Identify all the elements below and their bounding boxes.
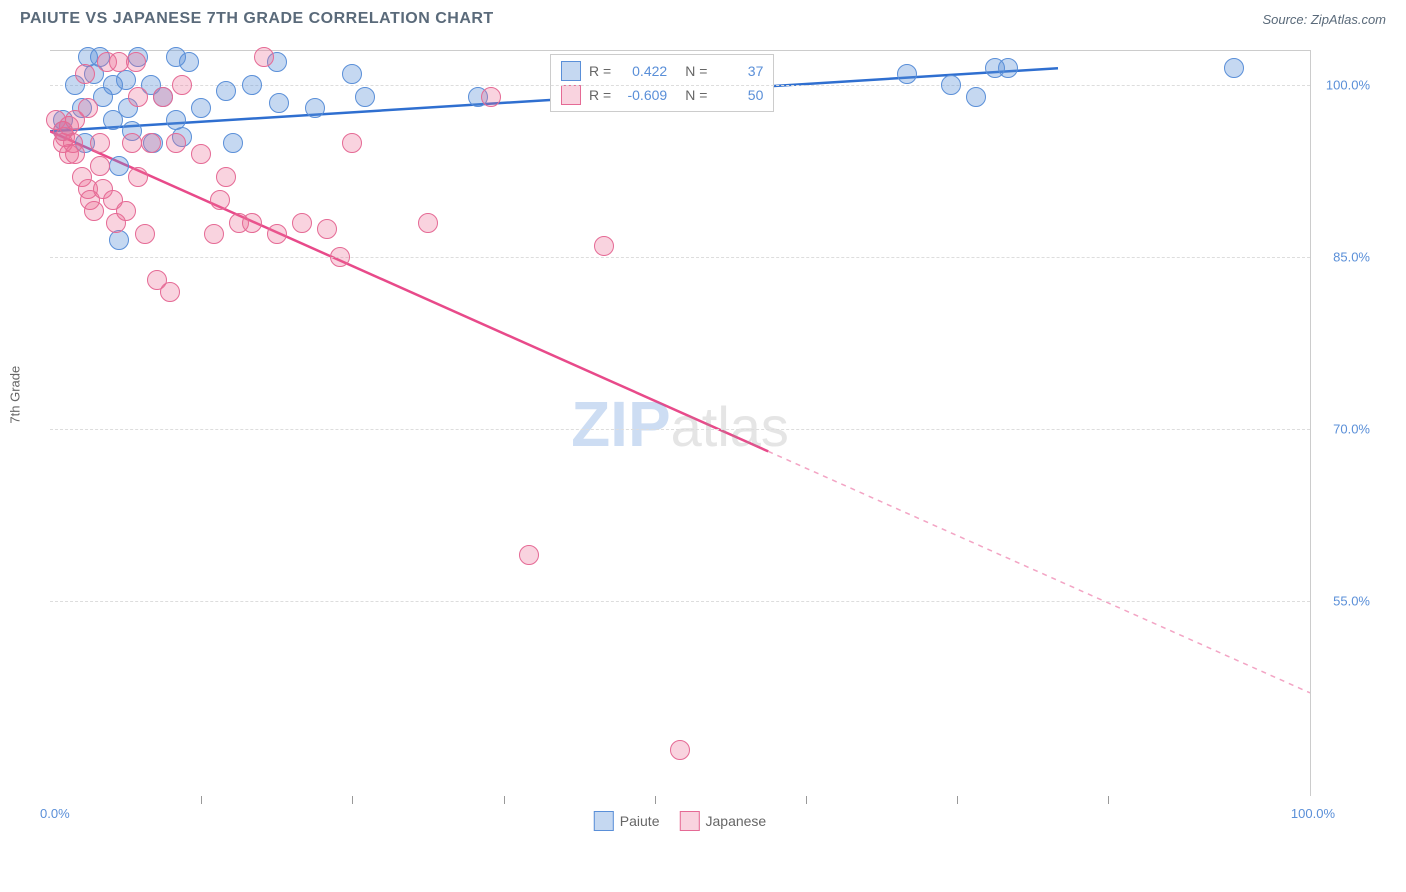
legend-swatch [561, 85, 581, 105]
data-point [166, 133, 186, 153]
data-point [90, 133, 110, 153]
data-point [342, 64, 362, 84]
chart-container: 7th Grade ZIPatlas R =0.422N =37R =-0.60… [50, 50, 1380, 840]
legend-series: Japanese [679, 811, 766, 831]
data-point [941, 75, 961, 95]
legend-r-label: R = [589, 63, 611, 79]
data-point [223, 133, 243, 153]
data-point [292, 213, 312, 233]
gridline [50, 601, 1310, 602]
legend-r-label: R = [589, 87, 611, 103]
data-point [109, 156, 129, 176]
data-point [269, 93, 289, 113]
data-point [116, 70, 136, 90]
trend-lines [50, 51, 1310, 796]
data-point [122, 133, 142, 153]
data-point [191, 98, 211, 118]
data-point [1224, 58, 1244, 78]
data-point [216, 167, 236, 187]
data-point [160, 282, 180, 302]
gridline [50, 429, 1310, 430]
data-point [78, 98, 98, 118]
correlation-legend: R = 0.422 N = 37 R = -0.609 N = 50 [550, 54, 774, 112]
data-point [65, 144, 85, 164]
data-point [179, 52, 199, 72]
data-point [242, 75, 262, 95]
data-point [897, 64, 917, 84]
data-point [172, 75, 192, 95]
data-point [116, 201, 136, 221]
data-point [342, 133, 362, 153]
plot-area: ZIPatlas R =0.422N =37R =-0.609N =50 0.0… [50, 50, 1311, 796]
data-point [204, 224, 224, 244]
legend-swatch [679, 811, 699, 831]
gridline [50, 257, 1310, 258]
data-point [594, 236, 614, 256]
x-tick [655, 796, 656, 804]
series-legend: Paiute Japanese [594, 811, 766, 831]
data-point [670, 740, 690, 760]
chart-header: PAIUTE VS JAPANESE 7TH GRADE CORRELATION… [0, 0, 1406, 28]
y-tick-label: 70.0% [1333, 422, 1370, 437]
data-point [330, 247, 350, 267]
data-point [153, 87, 173, 107]
y-tick-label: 55.0% [1333, 594, 1370, 609]
x-tick-label-max: 100.0% [1291, 806, 1335, 821]
legend-n-label: N = [685, 87, 707, 103]
data-point [191, 144, 211, 164]
data-point [998, 58, 1018, 78]
legend-swatch [561, 61, 581, 81]
data-point [75, 64, 95, 84]
legend-row: R = -0.609 N = 50 [561, 83, 763, 107]
data-point [242, 213, 262, 233]
data-point [126, 52, 146, 72]
legend-r-value: -0.609 [619, 87, 667, 103]
legend-r-value: 0.422 [619, 63, 667, 79]
data-point [84, 201, 104, 221]
data-point [90, 156, 110, 176]
data-point [254, 47, 274, 67]
legend-swatch [594, 811, 614, 831]
data-point [481, 87, 501, 107]
x-tick [806, 796, 807, 804]
x-tick [352, 796, 353, 804]
data-point [109, 230, 129, 250]
gridline [50, 85, 1310, 86]
legend-n-value: 50 [715, 87, 763, 103]
data-point [317, 219, 337, 239]
legend-series: Paiute [594, 811, 660, 831]
data-point [418, 213, 438, 233]
y-axis-title: 7th Grade [8, 366, 23, 424]
legend-n-value: 37 [715, 63, 763, 79]
chart-title: PAIUTE VS JAPANESE 7TH GRADE CORRELATION… [20, 10, 494, 28]
data-point [305, 98, 325, 118]
data-point [128, 167, 148, 187]
x-tick-label-min: 0.0% [40, 806, 70, 821]
legend-n-label: N = [685, 63, 707, 79]
x-tick [957, 796, 958, 804]
x-tick [1108, 796, 1109, 804]
data-point [355, 87, 375, 107]
chart-source: Source: ZipAtlas.com [1262, 12, 1386, 27]
data-point [135, 224, 155, 244]
watermark: ZIPatlas [571, 387, 789, 461]
legend-row: R = 0.422 N = 37 [561, 59, 763, 83]
data-point [216, 81, 236, 101]
legend-series-label: Paiute [620, 813, 660, 829]
y-tick-label: 100.0% [1326, 78, 1370, 93]
data-point [519, 545, 539, 565]
y-tick-label: 85.0% [1333, 250, 1370, 265]
data-point [128, 87, 148, 107]
data-point [141, 133, 161, 153]
data-point [966, 87, 986, 107]
data-point [210, 190, 230, 210]
x-tick [504, 796, 505, 804]
legend-series-label: Japanese [705, 813, 766, 829]
data-point [267, 224, 287, 244]
x-tick [201, 796, 202, 804]
